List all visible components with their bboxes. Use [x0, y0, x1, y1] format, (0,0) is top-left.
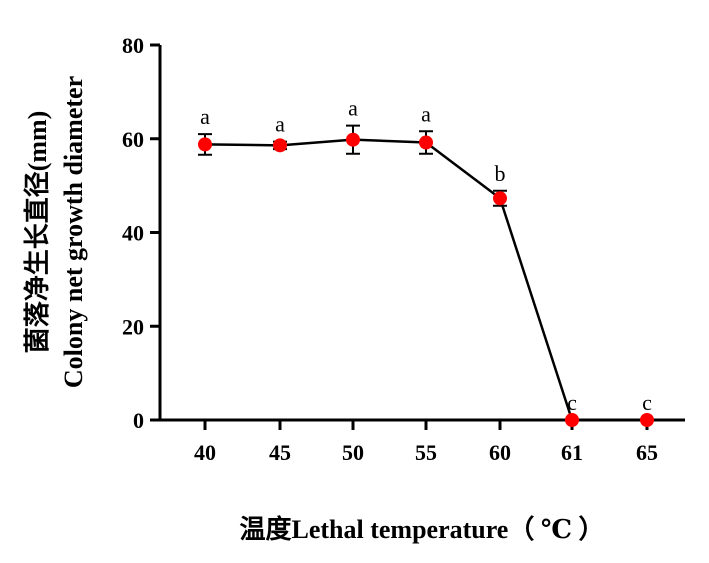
significance-label: c — [567, 390, 577, 415]
y-tick-label: 80 — [122, 33, 144, 58]
data-points — [198, 132, 654, 427]
significance-label: b — [495, 161, 506, 186]
x-ticks: 40 45 50 55 60 61 65 — [194, 420, 658, 465]
x-axis-title: 温度Lethal temperature（ ℃ ） — [239, 514, 604, 544]
x-tick-label: 50 — [342, 440, 364, 465]
x-tick-label: 61 — [561, 440, 583, 465]
data-point — [419, 135, 433, 150]
y-axis-title-en: Colony net growth diameter — [59, 76, 88, 388]
x-tick-label: 40 — [194, 440, 216, 465]
y-axis-title-cn: 菌落净生长直径(mm) — [23, 111, 52, 354]
x-tick-label: 65 — [636, 440, 658, 465]
significance-label: a — [421, 101, 431, 126]
y-ticks: 0 20 40 60 80 — [122, 33, 160, 433]
y-tick-label: 60 — [122, 127, 144, 152]
data-point — [640, 413, 654, 427]
data-point — [346, 132, 360, 147]
y-tick-label: 40 — [122, 221, 144, 246]
x-tick-label: 60 — [489, 440, 511, 465]
series-line-group — [204, 138, 647, 422]
y-tick-label: 20 — [122, 314, 144, 339]
data-point — [273, 138, 287, 153]
x-tick-label: 55 — [415, 440, 437, 465]
significance-label: a — [275, 112, 285, 137]
significance-label: a — [200, 104, 210, 129]
data-point — [565, 413, 579, 427]
data-point — [198, 137, 212, 152]
significance-label: c — [642, 390, 652, 415]
significance-label: a — [348, 96, 358, 121]
y-tick-label: 0 — [133, 408, 144, 433]
data-point — [493, 191, 507, 206]
series-line — [204, 138, 647, 422]
significance-labels: a a a a b c c — [200, 96, 652, 415]
x-tick-label: 45 — [269, 440, 291, 465]
